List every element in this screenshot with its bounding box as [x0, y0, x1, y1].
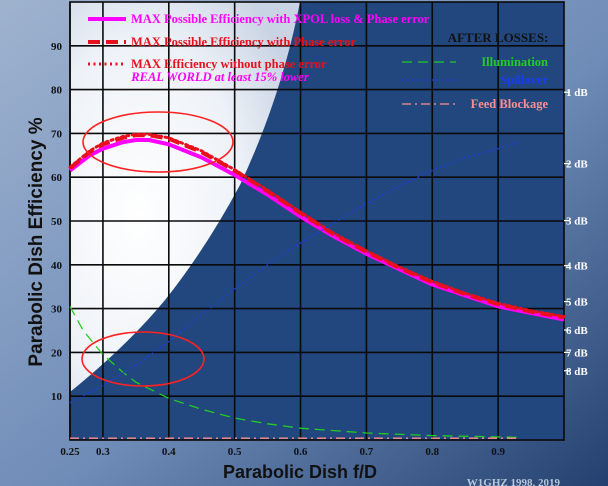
legend-label: MAX Possible Efficiency with Phase error	[131, 35, 357, 49]
highlight-ellipse-low	[81, 331, 205, 387]
y-tick-label: 40	[51, 260, 63, 272]
highlight-ellipse-peak	[82, 111, 234, 173]
right-tick-label: 2 dB	[566, 159, 588, 171]
series-line-max-possible-efficiency-with-xpol-loss-phase-error	[68, 138, 565, 322]
y-tick-label: 20	[51, 347, 63, 359]
x-tick-label: 0.9	[491, 446, 505, 458]
x-tick-label: 0.4	[162, 446, 176, 458]
x-axis-title: Parabolic Dish f/D	[223, 462, 377, 482]
real-world-annotation: REAL WORLD at least 15% lower	[130, 70, 309, 84]
legend-label: MAX Possible Efficiency with XPOL loss &…	[131, 12, 430, 26]
dish-photo	[70, 2, 300, 392]
y-tick-label: 80	[51, 85, 63, 97]
x-tick-label: 0.3	[96, 446, 110, 458]
right-tick-label: 4 dB	[566, 261, 588, 273]
right-tick-label: 6 dB	[566, 325, 588, 337]
credit-text: W1GHZ 1998, 2019	[467, 477, 561, 486]
y-tick-label: 60	[51, 172, 63, 184]
y-tick-label: 10	[51, 391, 63, 403]
y-tick-label: 50	[51, 216, 63, 228]
x-tick-label: 0.8	[425, 446, 439, 458]
legend-label: MAX Efficiency without phase error	[131, 57, 327, 71]
right-tick-label: 8 dB	[566, 366, 588, 378]
legend-label: Illumination	[481, 55, 548, 69]
y-axis-title: Parabolic Dish Efficiency %	[26, 117, 47, 366]
right-tick-label: 5 dB	[566, 297, 588, 309]
right-tick-label: 7 dB	[566, 347, 588, 359]
x-tick-label: 0.6	[294, 446, 308, 458]
legend-label: Feed Blockage	[471, 97, 549, 111]
series-line-spillover	[69, 141, 519, 404]
y-tick-label: 90	[51, 41, 63, 53]
after-losses-heading: AFTER LOSSES:	[448, 30, 549, 45]
right-tick-label: 1 dB	[566, 87, 588, 99]
series-line-max-efficiency-without-phase-error	[68, 132, 566, 318]
y-tick-label: 70	[51, 128, 63, 140]
legend-label: Spillover	[500, 73, 548, 87]
x-tick-label: 0.5	[228, 446, 242, 458]
x-tick-label: 0.25	[60, 446, 80, 458]
x-tick-label: 0.7	[360, 446, 374, 458]
right-tick-label: 3 dB	[566, 216, 588, 228]
y-tick-label: 30	[51, 304, 63, 316]
